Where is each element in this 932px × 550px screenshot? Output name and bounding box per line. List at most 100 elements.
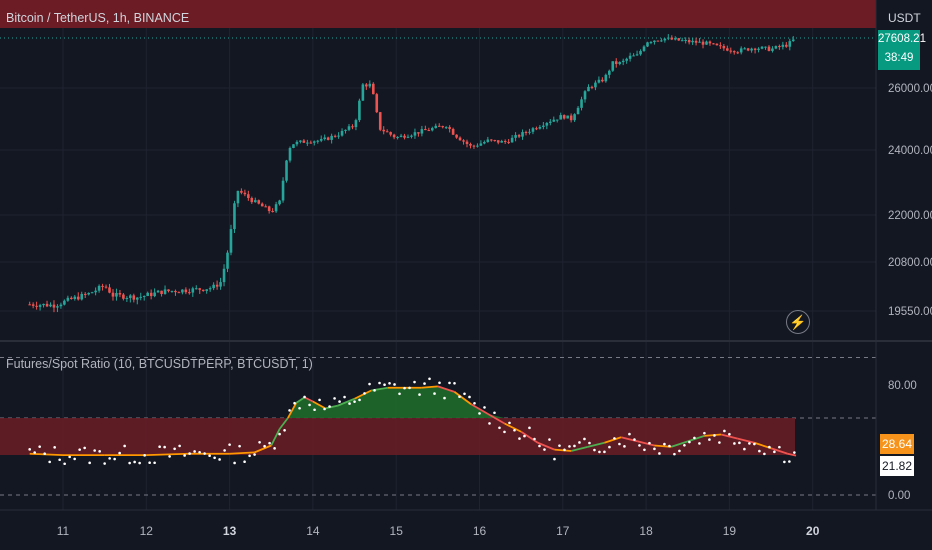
candle-body [215, 284, 219, 287]
candle-body [330, 135, 333, 140]
indicator-axis-label: 0.00 [888, 490, 910, 502]
ratio-point [688, 440, 691, 444]
ratio-point [503, 430, 506, 434]
ratio-point [168, 455, 171, 458]
candle-body [70, 297, 73, 299]
candle-body [389, 132, 392, 135]
ratio-line-segment [604, 436, 622, 444]
ratio-point [633, 438, 636, 441]
ratio-point [308, 403, 311, 407]
ratio-point [598, 450, 601, 454]
candle-body [177, 292, 181, 294]
candle-body [413, 132, 417, 136]
ratio-line-segment [287, 402, 298, 419]
ratio-point [708, 438, 711, 441]
ratio-line-segment [554, 448, 572, 452]
candle-body [396, 136, 399, 138]
ratio-point [683, 444, 686, 447]
ratio-line-segment [421, 385, 438, 389]
ratio-point [608, 445, 611, 449]
ratio-point [473, 401, 476, 405]
ratio-point [463, 392, 466, 396]
ratio-point [423, 382, 426, 385]
lightning-icon[interactable]: ⚡ [786, 310, 810, 334]
candle-body [323, 137, 327, 140]
candle-body [587, 86, 590, 92]
ratio-point [428, 377, 431, 381]
candle-body [118, 293, 122, 295]
ratio-point [448, 381, 451, 385]
candle-body [365, 84, 368, 87]
candle-body [410, 135, 413, 137]
ratio-point [693, 436, 696, 440]
indicator-signal-badge: 21.82 [880, 456, 914, 476]
ratio-point [278, 432, 281, 436]
candle-body [181, 289, 184, 293]
ratio-point [733, 442, 736, 445]
candle-body [201, 289, 205, 291]
candle-body [378, 112, 382, 130]
candle-body [472, 145, 476, 147]
ratio-point [153, 461, 156, 465]
candle-body [274, 204, 278, 212]
candle-body [371, 83, 375, 95]
ratio-line-segment [354, 389, 372, 400]
candle-body [684, 39, 687, 41]
ratio-point [743, 447, 746, 451]
candle-body [351, 126, 354, 128]
ratio-point [63, 462, 66, 466]
candle-body [59, 304, 63, 307]
ratio-line-segment [270, 428, 281, 446]
candle-body [142, 295, 146, 297]
ratio-point [523, 434, 526, 438]
ratio-point [748, 442, 751, 445]
candle-body [316, 140, 320, 142]
indicator-plot[interactable] [0, 357, 876, 496]
candle-body [667, 37, 670, 39]
ratio-point [673, 452, 676, 456]
ratio-line-segment [637, 440, 655, 447]
ratio-point [353, 400, 356, 403]
ratio-line-segment [704, 433, 722, 437]
candle-body [115, 293, 118, 297]
ratio-point [508, 421, 511, 425]
ratio-point [393, 383, 396, 386]
ratio-point [388, 381, 391, 385]
currency-label: USDT [888, 11, 921, 25]
candle-body [188, 292, 191, 294]
candle-body [455, 134, 458, 138]
candle-body [94, 290, 97, 293]
neutral-band [0, 418, 795, 455]
candle-body [42, 303, 45, 306]
candle-body [701, 41, 705, 45]
candle-body [653, 40, 656, 43]
candle-body [312, 141, 316, 143]
time-axis-label: 12 [140, 524, 154, 538]
candle-body [451, 128, 455, 135]
candle-body [739, 48, 743, 53]
indicator-value-badge: 28.64 [880, 434, 914, 454]
ratio-point [118, 451, 121, 455]
ratio-point [283, 428, 286, 432]
candle-body [722, 46, 726, 49]
candle-body [462, 140, 465, 142]
candle-body [715, 43, 719, 46]
candle-body [49, 304, 52, 307]
candle-body [108, 287, 111, 293]
ratio-point [78, 448, 81, 451]
ratio-point [773, 450, 776, 454]
ratio-point [718, 441, 721, 444]
ratio-point [408, 386, 411, 390]
candle-body [767, 46, 771, 51]
candle-body [153, 292, 156, 297]
ratio-line-segment [337, 397, 355, 407]
price-plot[interactable] [0, 0, 876, 313]
candle-body [417, 132, 420, 134]
ratio-point [533, 437, 536, 441]
candle-body [111, 292, 115, 297]
candle-body [80, 293, 84, 300]
ratio-point [738, 441, 741, 445]
candle-body [791, 39, 795, 42]
candle-body [104, 286, 108, 288]
